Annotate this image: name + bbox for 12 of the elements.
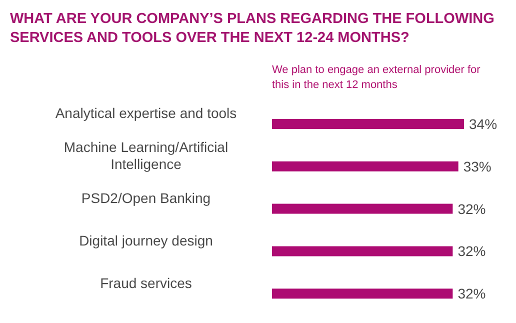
data-label: 34% bbox=[469, 116, 498, 132]
data-label: 33% bbox=[463, 158, 492, 174]
data-label: 32% bbox=[458, 286, 486, 302]
chart-subtitle: We plan to engage an external provider for this in the next 12 months bbox=[272, 63, 482, 93]
y-tick-label: PSD2/Open Banking bbox=[81, 190, 211, 206]
y-tick-label: Fraud services bbox=[100, 274, 192, 291]
y-tick-label: Analytical expertise and tools bbox=[55, 105, 237, 122]
data-label: 32% bbox=[458, 243, 486, 260]
data-label: 32% bbox=[458, 200, 486, 217]
y-tick-label: Digital journey design bbox=[79, 232, 213, 248]
chart-title: WHAT ARE YOUR COMPANY’S PLANS REGARDING THE FOLLOWING SERVICES AND TOOLS OVER THE NEXT 12-24 MONTHS? bbox=[9, 10, 496, 48]
y-tick-label: Machine Learning/Artificial Intelligence bbox=[64, 139, 228, 172]
